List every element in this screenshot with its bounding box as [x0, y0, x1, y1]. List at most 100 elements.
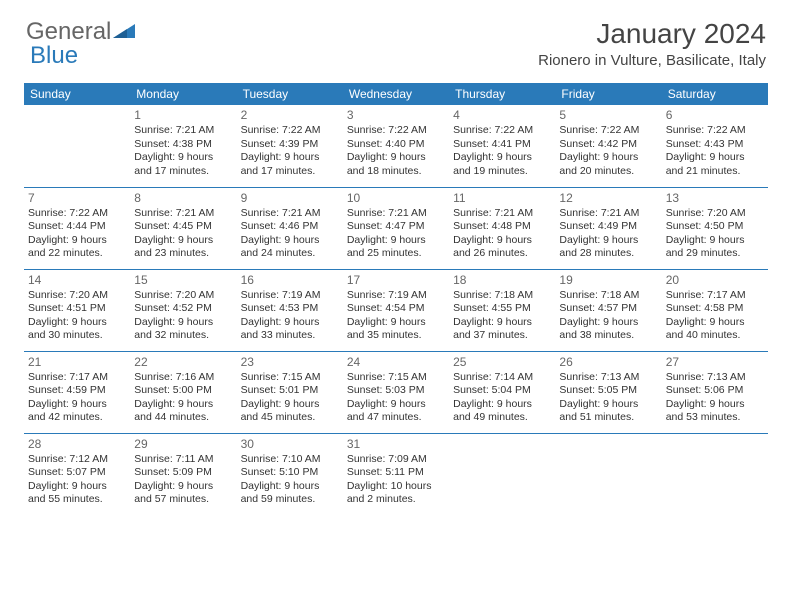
daylight-line-2: and 55 minutes. — [28, 493, 126, 506]
title-block: January 2024 Rionero in Vulture, Basilic… — [538, 18, 766, 69]
logo-triangle-icon — [113, 22, 135, 40]
day-number: 30 — [241, 437, 339, 452]
day-info: Sunrise: 7:19 AMSunset: 4:53 PMDaylight:… — [241, 289, 339, 343]
day-cell: 16Sunrise: 7:19 AMSunset: 4:53 PMDayligh… — [237, 269, 343, 351]
weekday-friday: Friday — [555, 83, 661, 105]
day-number: 20 — [666, 273, 764, 288]
sunrise-line: Sunrise: 7:17 AM — [28, 371, 126, 384]
sunrise-line: Sunrise: 7:21 AM — [347, 207, 445, 220]
daylight-line-1: Daylight: 9 hours — [347, 234, 445, 247]
day-cell: 13Sunrise: 7:20 AMSunset: 4:50 PMDayligh… — [662, 187, 768, 269]
day-info: Sunrise: 7:18 AMSunset: 4:57 PMDaylight:… — [559, 289, 657, 343]
day-cell: 20Sunrise: 7:17 AMSunset: 4:58 PMDayligh… — [662, 269, 768, 351]
sunrise-line: Sunrise: 7:22 AM — [28, 207, 126, 220]
day-cell: 1Sunrise: 7:21 AMSunset: 4:38 PMDaylight… — [130, 105, 236, 187]
daylight-line-1: Daylight: 9 hours — [666, 398, 764, 411]
daylight-line-2: and 17 minutes. — [134, 165, 232, 178]
sunrise-line: Sunrise: 7:19 AM — [241, 289, 339, 302]
daylight-line-2: and 45 minutes. — [241, 411, 339, 424]
day-info: Sunrise: 7:21 AMSunset: 4:38 PMDaylight:… — [134, 124, 232, 178]
sunrise-line: Sunrise: 7:21 AM — [134, 124, 232, 137]
day-number: 4 — [453, 108, 551, 123]
daylight-line-1: Daylight: 9 hours — [559, 151, 657, 164]
day-cell: 12Sunrise: 7:21 AMSunset: 4:49 PMDayligh… — [555, 187, 661, 269]
sunrise-line: Sunrise: 7:18 AM — [453, 289, 551, 302]
sunrise-line: Sunrise: 7:22 AM — [666, 124, 764, 137]
day-number: 18 — [453, 273, 551, 288]
day-info: Sunrise: 7:22 AMSunset: 4:41 PMDaylight:… — [453, 124, 551, 178]
daylight-line-1: Daylight: 9 hours — [559, 234, 657, 247]
day-cell: 27Sunrise: 7:13 AMSunset: 5:06 PMDayligh… — [662, 351, 768, 433]
day-info: Sunrise: 7:15 AMSunset: 5:01 PMDaylight:… — [241, 371, 339, 425]
sunset-line: Sunset: 5:01 PM — [241, 384, 339, 397]
calendar-row: 1Sunrise: 7:21 AMSunset: 4:38 PMDaylight… — [24, 105, 768, 187]
day-cell: 17Sunrise: 7:19 AMSunset: 4:54 PMDayligh… — [343, 269, 449, 351]
daylight-line-1: Daylight: 9 hours — [134, 316, 232, 329]
sunrise-line: Sunrise: 7:17 AM — [666, 289, 764, 302]
day-cell: 29Sunrise: 7:11 AMSunset: 5:09 PMDayligh… — [130, 433, 236, 515]
sunset-line: Sunset: 5:05 PM — [559, 384, 657, 397]
day-number: 22 — [134, 355, 232, 370]
daylight-line-2: and 22 minutes. — [28, 247, 126, 260]
daylight-line-1: Daylight: 9 hours — [28, 480, 126, 493]
sunrise-line: Sunrise: 7:22 AM — [347, 124, 445, 137]
daylight-line-1: Daylight: 9 hours — [241, 398, 339, 411]
daylight-line-2: and 42 minutes. — [28, 411, 126, 424]
day-number: 27 — [666, 355, 764, 370]
sunset-line: Sunset: 4:41 PM — [453, 138, 551, 151]
daylight-line-2: and 25 minutes. — [347, 247, 445, 260]
day-cell: 5Sunrise: 7:22 AMSunset: 4:42 PMDaylight… — [555, 105, 661, 187]
sunrise-line: Sunrise: 7:21 AM — [453, 207, 551, 220]
day-cell: 31Sunrise: 7:09 AMSunset: 5:11 PMDayligh… — [343, 433, 449, 515]
day-number: 19 — [559, 273, 657, 288]
empty-cell — [555, 433, 661, 515]
logo-text-blue: Blue — [30, 42, 78, 70]
sunrise-line: Sunrise: 7:09 AM — [347, 453, 445, 466]
calendar-row: 28Sunrise: 7:12 AMSunset: 5:07 PMDayligh… — [24, 433, 768, 515]
day-info: Sunrise: 7:21 AMSunset: 4:47 PMDaylight:… — [347, 207, 445, 261]
daylight-line-2: and 53 minutes. — [666, 411, 764, 424]
day-info: Sunrise: 7:20 AMSunset: 4:52 PMDaylight:… — [134, 289, 232, 343]
day-cell: 8Sunrise: 7:21 AMSunset: 4:45 PMDaylight… — [130, 187, 236, 269]
day-info: Sunrise: 7:17 AMSunset: 4:58 PMDaylight:… — [666, 289, 764, 343]
day-cell: 24Sunrise: 7:15 AMSunset: 5:03 PMDayligh… — [343, 351, 449, 433]
day-number: 2 — [241, 108, 339, 123]
daylight-line-2: and 17 minutes. — [241, 165, 339, 178]
sunset-line: Sunset: 4:38 PM — [134, 138, 232, 151]
day-info: Sunrise: 7:12 AMSunset: 5:07 PMDaylight:… — [28, 453, 126, 507]
daylight-line-1: Daylight: 9 hours — [134, 151, 232, 164]
day-cell: 18Sunrise: 7:18 AMSunset: 4:55 PMDayligh… — [449, 269, 555, 351]
daylight-line-2: and 18 minutes. — [347, 165, 445, 178]
weekday-sunday: Sunday — [24, 83, 130, 105]
sunrise-line: Sunrise: 7:22 AM — [559, 124, 657, 137]
page-header: General January 2024 Rionero in Vulture,… — [0, 0, 792, 77]
day-info: Sunrise: 7:20 AMSunset: 4:51 PMDaylight:… — [28, 289, 126, 343]
day-number: 13 — [666, 191, 764, 206]
day-number: 17 — [347, 273, 445, 288]
daylight-line-1: Daylight: 9 hours — [666, 151, 764, 164]
weekday-saturday: Saturday — [662, 83, 768, 105]
sunrise-line: Sunrise: 7:16 AM — [134, 371, 232, 384]
daylight-line-2: and 51 minutes. — [559, 411, 657, 424]
daylight-line-1: Daylight: 9 hours — [347, 398, 445, 411]
day-number: 31 — [347, 437, 445, 452]
sunset-line: Sunset: 5:11 PM — [347, 466, 445, 479]
day-info: Sunrise: 7:22 AMSunset: 4:42 PMDaylight:… — [559, 124, 657, 178]
sunset-line: Sunset: 4:39 PM — [241, 138, 339, 151]
day-number: 24 — [347, 355, 445, 370]
location-text: Rionero in Vulture, Basilicate, Italy — [538, 52, 766, 69]
daylight-line-2: and 44 minutes. — [134, 411, 232, 424]
day-info: Sunrise: 7:17 AMSunset: 4:59 PMDaylight:… — [28, 371, 126, 425]
sunrise-line: Sunrise: 7:21 AM — [134, 207, 232, 220]
empty-cell — [662, 433, 768, 515]
day-cell: 26Sunrise: 7:13 AMSunset: 5:05 PMDayligh… — [555, 351, 661, 433]
day-info: Sunrise: 7:11 AMSunset: 5:09 PMDaylight:… — [134, 453, 232, 507]
day-info: Sunrise: 7:22 AMSunset: 4:39 PMDaylight:… — [241, 124, 339, 178]
day-info: Sunrise: 7:18 AMSunset: 4:55 PMDaylight:… — [453, 289, 551, 343]
day-cell: 11Sunrise: 7:21 AMSunset: 4:48 PMDayligh… — [449, 187, 555, 269]
sunrise-line: Sunrise: 7:19 AM — [347, 289, 445, 302]
daylight-line-1: Daylight: 9 hours — [453, 316, 551, 329]
daylight-line-2: and 29 minutes. — [666, 247, 764, 260]
day-number: 11 — [453, 191, 551, 206]
day-info: Sunrise: 7:13 AMSunset: 5:06 PMDaylight:… — [666, 371, 764, 425]
